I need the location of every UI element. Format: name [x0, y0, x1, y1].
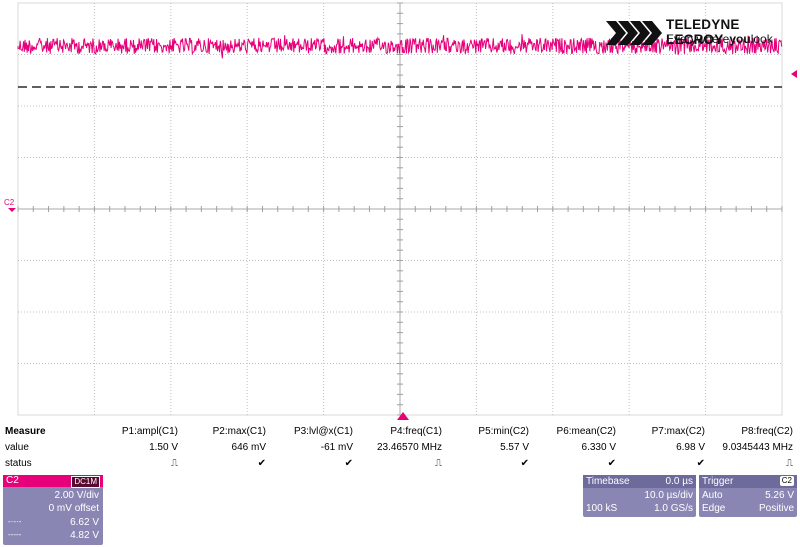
check-icon: ✔ — [607, 458, 616, 469]
status-row-label: status — [5, 458, 32, 469]
cursor2-value: 4.82 V — [70, 530, 99, 541]
timebase-title: Timebase — [586, 476, 630, 487]
trigger-source-badge: C2 — [779, 476, 794, 486]
offset-value: 0 mV offset — [48, 503, 99, 514]
measure-status-row: status ⎍ ✔ ✔ ⎍ ✔ ✔ ✔ ⎍ — [0, 458, 800, 473]
trigger-type: Edge — [702, 503, 726, 514]
param-name[interactable]: P4:freq(C1) — [390, 426, 442, 437]
param-name[interactable]: P8:freq(C2) — [741, 426, 793, 437]
measure-header-row: Measure P1:ampl(C1) P2:max(C1) P3:lvl@x(… — [0, 426, 800, 441]
cursor2-legend-icon: ----- — [8, 530, 22, 539]
param-value: 646 mV — [231, 442, 266, 453]
param-name[interactable]: P1:ampl(C1) — [121, 426, 178, 437]
brand-name: TELEDYNE LECROY — [666, 17, 740, 47]
timebase-descriptor[interactable]: Timebase 0.0 µs 10.0 µs/div 100 kS 1.0 G… — [583, 475, 696, 517]
trigger-level: 5.26 V — [765, 490, 794, 501]
param-name[interactable]: P7:max(C2) — [651, 426, 705, 437]
pulse-icon: ⎍ — [786, 458, 793, 469]
trigger-position-marker[interactable] — [397, 412, 409, 420]
param-value: 5.57 V — [500, 442, 529, 453]
pulse-icon: ⎍ — [171, 458, 178, 469]
trigger-mode: Auto — [702, 490, 723, 501]
time-per-div: 10.0 µs/div — [644, 490, 693, 501]
waveform-display[interactable]: C2 — [0, 0, 800, 420]
param-value: 1.50 V — [149, 442, 178, 453]
pulse-icon: ⎍ — [435, 458, 442, 469]
trigger-header — [699, 475, 797, 488]
cursor1-value: 6.62 V — [70, 517, 99, 528]
trigger-title: Trigger — [702, 476, 734, 487]
trace-ground-marker[interactable] — [8, 208, 16, 212]
cursor1-legend-icon: -·-·- — [8, 517, 22, 526]
channel-name: C2 — [6, 475, 19, 486]
volts-per-div: 2.00 V/div — [54, 490, 99, 501]
trace-path — [17, 34, 783, 59]
timebase-delay: 0.0 µs — [665, 476, 693, 487]
check-icon: ✔ — [520, 458, 529, 469]
teledyne-lecroy-logo: TELEDYNE LECROY Everywhereyoulook — [604, 15, 794, 51]
param-name[interactable]: P6:mean(C2) — [556, 426, 616, 437]
trigger-slope: Positive — [758, 503, 794, 514]
check-icon: ✔ — [696, 458, 705, 469]
c2-trace-label: C2 — [4, 198, 15, 207]
check-icon: ✔ — [257, 458, 266, 469]
sample-count: 100 kS — [586, 503, 618, 514]
value-row-label: value — [5, 442, 29, 453]
param-name[interactable]: P3:lvl@x(C1) — [293, 426, 353, 437]
brand-tagline: Everywhereyoulook — [666, 32, 773, 46]
param-value: -61 mV — [320, 442, 353, 453]
sample-rate: 1.0 GS/s — [654, 503, 693, 514]
channel-c2-header: C2 DC1M — [3, 475, 103, 488]
measure-title: Measure — [5, 426, 46, 437]
param-name[interactable]: P2:max(C1) — [212, 426, 266, 437]
param-value: 9.0345443 MHz — [722, 442, 793, 453]
graticule — [17, 2, 783, 416]
measure-value-row: value 1.50 V 646 mV -61 mV 23.46570 MHz … — [0, 442, 800, 457]
param-value: 6.98 V — [676, 442, 705, 453]
check-icon: ✔ — [344, 458, 353, 469]
c2-trace — [17, 34, 783, 59]
param-value: 23.46570 MHz — [376, 442, 442, 453]
trigger-descriptor[interactable]: Trigger C2 Auto 5.26 V Edge Positive — [699, 475, 797, 517]
measure-table: Measure P1:ampl(C1) P2:max(C1) P3:lvl@x(… — [0, 426, 800, 474]
teledyne-logo-mark-icon — [606, 21, 662, 45]
timebase-header — [583, 475, 696, 488]
cursor-marker-right[interactable] — [791, 70, 797, 78]
channel-c2-descriptor[interactable]: C2 DC1M 2.00 V/div 0 mV offset -·-·- 6.6… — [3, 475, 103, 545]
param-name[interactable]: P5:min(C2) — [478, 426, 529, 437]
param-value: 6.330 V — [581, 442, 616, 453]
coupling-badge: DC1M — [71, 476, 100, 488]
